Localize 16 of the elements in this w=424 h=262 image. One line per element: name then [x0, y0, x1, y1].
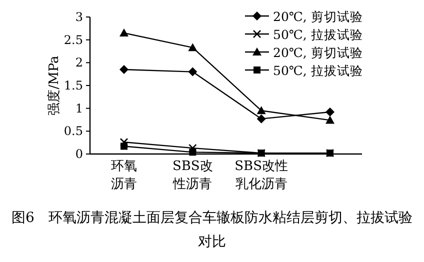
- text: 图6 环氧沥青混凝土面层复合车辙板防水粘结层剪切、拉拔试验对比: [10, 209, 414, 252]
- y-tick-label: 3: [75, 10, 83, 24]
- y-tick-label: 2: [75, 56, 83, 70]
- x-tick-label: 环氧沥青: [110, 158, 138, 194]
- legend-label: 50℃, 拉拔试验: [273, 63, 363, 78]
- legend-label: 20℃, 剪切试验: [273, 45, 363, 60]
- legend-label: 50℃, 拉拔试验: [273, 27, 363, 42]
- y-tick-label: 1.5: [64, 78, 83, 92]
- legend-label: 20℃, 剪切试验: [273, 9, 363, 24]
- x-tick-label: SBS改性乳化沥青: [234, 158, 290, 194]
- y-axis-title: 强度/MPa: [46, 55, 62, 116]
- x-tick-label: SBS改性沥青: [171, 158, 214, 194]
- y-tick-label: 0: [75, 147, 83, 161]
- y-tick-label: 1: [75, 101, 83, 116]
- y-tick-label: 2.5: [64, 32, 83, 47]
- y-tick-label: 0.5: [64, 124, 83, 138]
